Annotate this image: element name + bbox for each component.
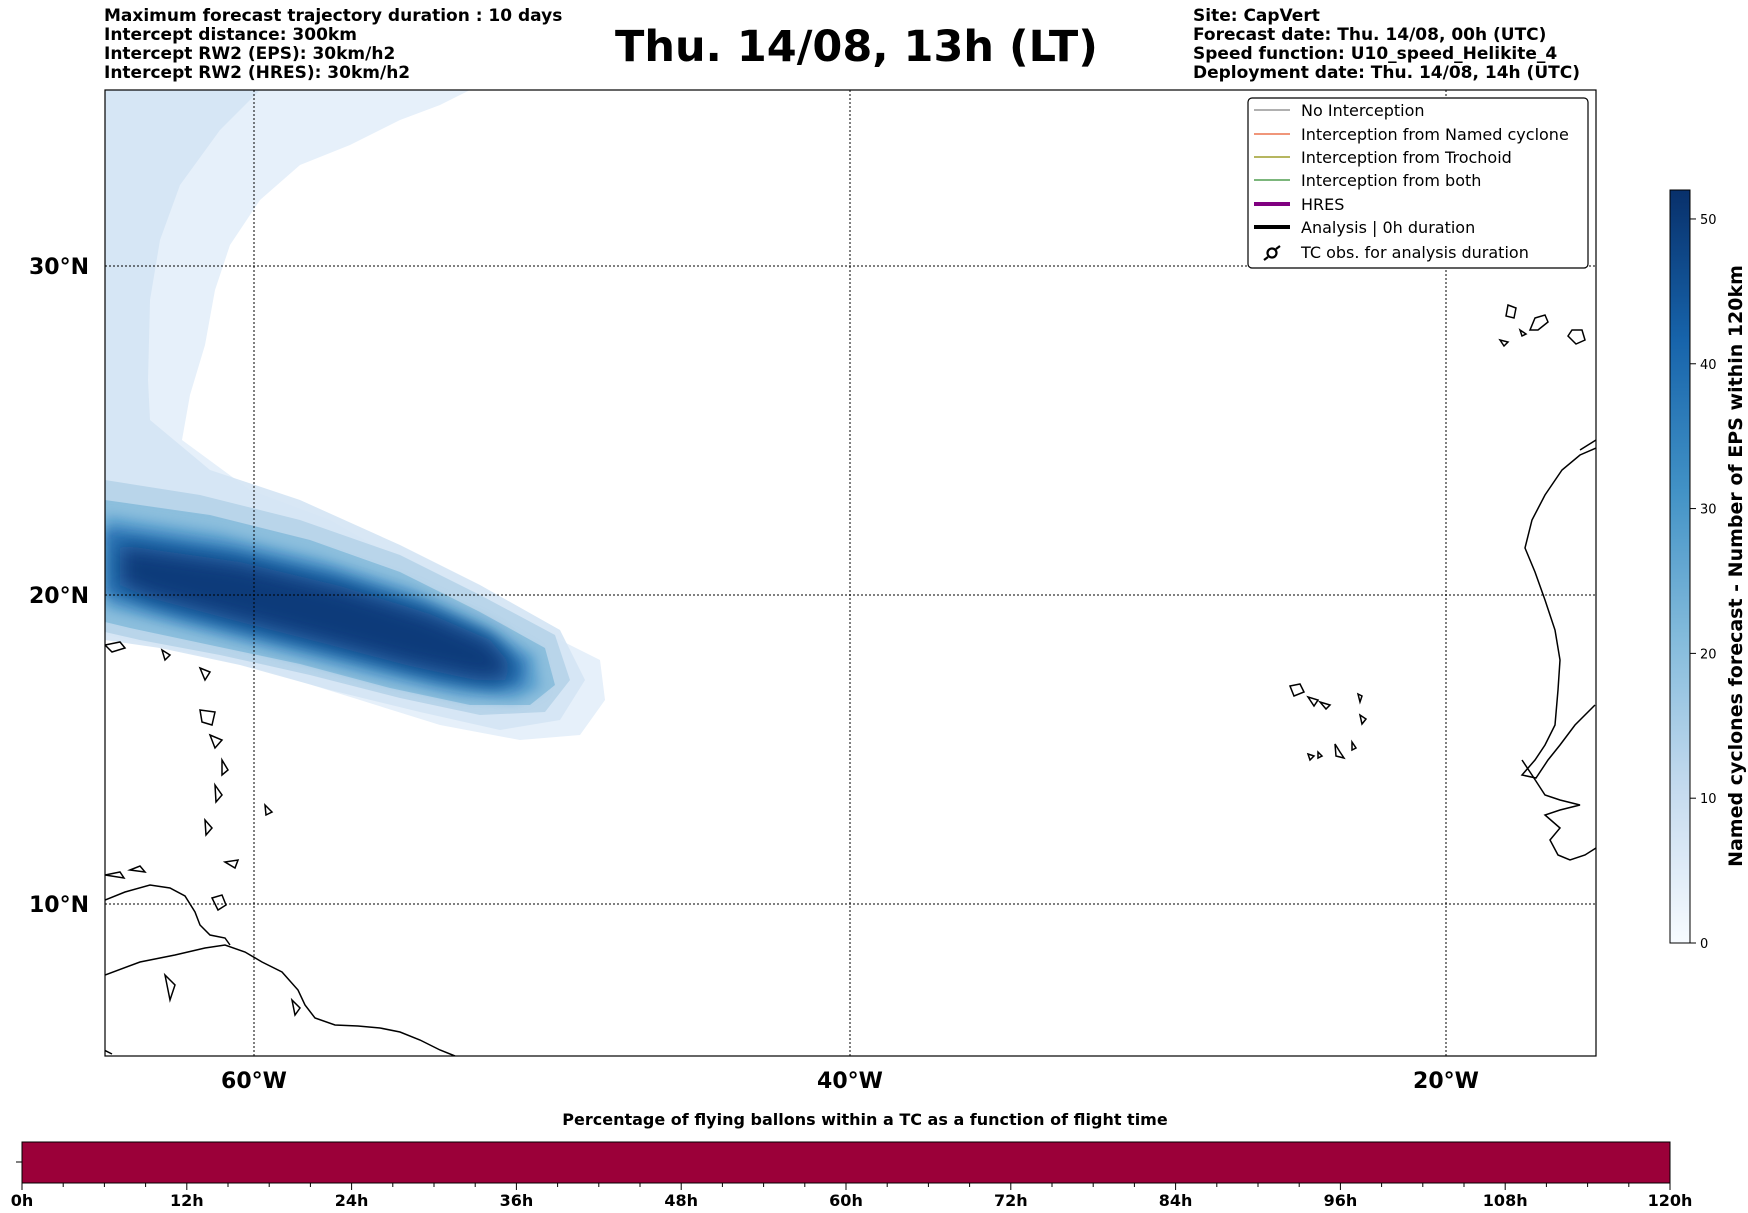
- lon-tick-label: 20°W: [1413, 1069, 1479, 1094]
- coast-west-africa: [1520, 447, 1596, 779]
- flight-time-tick-label: 0h: [11, 1191, 34, 1210]
- colorbar-tick-label: 0: [1700, 937, 1708, 952]
- coast-islands-antilles: [105, 641, 301, 1017]
- map-panel: 60°W 40°W 20°W 30°N 20°N 10°N No Interce…: [29, 89, 1597, 1094]
- legend-label: No Interception: [1301, 101, 1425, 120]
- flight-time-tick-label: 96h: [1324, 1191, 1358, 1210]
- flight-time-tick-label: 36h: [500, 1191, 534, 1210]
- legend-label: Analysis | 0h duration: [1301, 218, 1475, 237]
- flight-time-tick-label: 60h: [829, 1191, 863, 1210]
- lon-tick-label: 40°W: [817, 1069, 883, 1094]
- flight-time-bar-fill: [22, 1142, 1670, 1183]
- header-right-line: Speed function: U10_speed_Helikite_4: [1193, 44, 1558, 64]
- colorbar-tick-label: 50: [1700, 213, 1717, 228]
- coast-western-sahara: [1579, 439, 1596, 451]
- colorbar-label: Named cyclones forecast - Number of EPS …: [1725, 265, 1747, 867]
- lon-tick-label: 60°W: [221, 1069, 287, 1094]
- header-info-left: Maximum forecast trajectory duration : 1…: [104, 7, 562, 83]
- flight-time-tick-label: 120h: [1648, 1191, 1693, 1210]
- coastlines: [105, 303, 1596, 1056]
- flight-time-tick-label: 84h: [1159, 1191, 1193, 1210]
- map-axis-labels: 60°W 40°W 20°W 30°N 20°N 10°N: [29, 255, 1479, 1094]
- legend-label: Interception from both: [1301, 171, 1481, 190]
- header-left-line: Maximum forecast trajectory duration : 1…: [104, 6, 563, 26]
- legend-label: Interception from Named cyclone: [1301, 125, 1569, 144]
- flight-time-bar-title: Percentage of flying ballons within a TC…: [562, 1110, 1168, 1129]
- colorbar-tick-label: 10: [1700, 792, 1717, 807]
- main-title: Thu. 14/08, 13h (LT): [615, 22, 1098, 72]
- coast-cape-verde: [1288, 683, 1368, 762]
- flight-time-tick-label: 48h: [664, 1191, 698, 1210]
- colorbar: 0 10 20 30 40 50 Named cyclones forecast - Nu…: [1669, 189, 1747, 952]
- header-left-line: Intercept RW2 (HRES): 30km/h2: [104, 63, 411, 83]
- header-left-line: Intercept RW2 (EPS): 30km/h2: [104, 44, 396, 64]
- colorbar-tick-label: 40: [1700, 358, 1717, 373]
- density-contour-core: [120, 545, 512, 680]
- header-right-line: Deployment date: Thu. 14/08, 14h (UTC): [1193, 63, 1580, 83]
- flight-time-bar-panel: Percentage of flying ballons within a TC…: [11, 1110, 1693, 1210]
- map-frame: [104, 89, 1597, 1057]
- header-right-line: Forecast date: Thu. 14/08, 00h (UTC): [1193, 25, 1547, 45]
- colorbar-tick-label: 30: [1700, 503, 1717, 518]
- coast-south-america: [105, 944, 456, 1056]
- colorbar-tick-label: 20: [1700, 647, 1717, 662]
- lat-tick-label: 20°N: [29, 584, 89, 609]
- flight-time-tick-label: 12h: [170, 1191, 204, 1210]
- coast-trinidad: [210, 894, 227, 912]
- legend-label: HRES: [1301, 195, 1344, 214]
- coast-canary-islands: [1498, 303, 1586, 348]
- flight-time-tick-label: 108h: [1483, 1191, 1528, 1210]
- header-info-right: Site: CapVert Forecast date: Thu. 14/08,…: [1193, 7, 1580, 83]
- legend-label: Interception from Trochoid: [1301, 148, 1512, 167]
- flight-time-ticks: 0h 12h 24h 36h 48h 60h 72h 84h 96h 108h 120h: [11, 1183, 1693, 1210]
- cyclone-symbol-icon: [1263, 245, 1281, 261]
- flight-time-tick-label: 72h: [994, 1191, 1028, 1210]
- colorbar-gradient: [1669, 189, 1691, 944]
- coast-senegal-guinea: [1521, 759, 1596, 861]
- header-right-line: Site: CapVert: [1193, 6, 1320, 26]
- legend: No Interception Interception from Named …: [1247, 97, 1589, 269]
- flight-time-tick-label: 24h: [335, 1191, 369, 1210]
- colorbar-ticks: 0 10 20 30 40 50: [1690, 213, 1717, 952]
- legend-box: [1247, 97, 1589, 269]
- eps-density-field: [105, 90, 605, 740]
- header-left-line: Intercept distance: 300km: [104, 25, 357, 45]
- legend-label: TC obs. for analysis duration: [1300, 243, 1529, 262]
- lat-tick-label: 10°N: [29, 893, 89, 918]
- lat-tick-label: 30°N: [29, 255, 89, 280]
